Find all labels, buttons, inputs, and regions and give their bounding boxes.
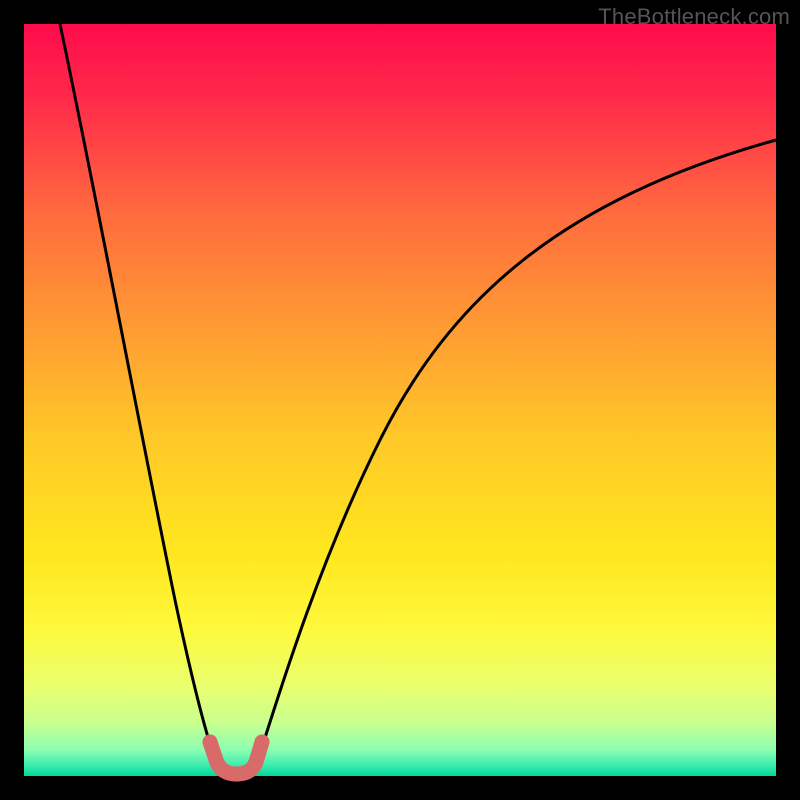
- chart-frame: TheBottleneck.com: [0, 0, 800, 800]
- watermark-text: TheBottleneck.com: [598, 4, 790, 30]
- valley-dot: [203, 735, 218, 750]
- valley-dot: [209, 753, 224, 768]
- valley-dot: [229, 767, 244, 782]
- valley-dot: [255, 735, 270, 750]
- valley-dot: [249, 755, 264, 770]
- plot-background: [24, 24, 776, 776]
- bottleneck-chart: [0, 0, 800, 800]
